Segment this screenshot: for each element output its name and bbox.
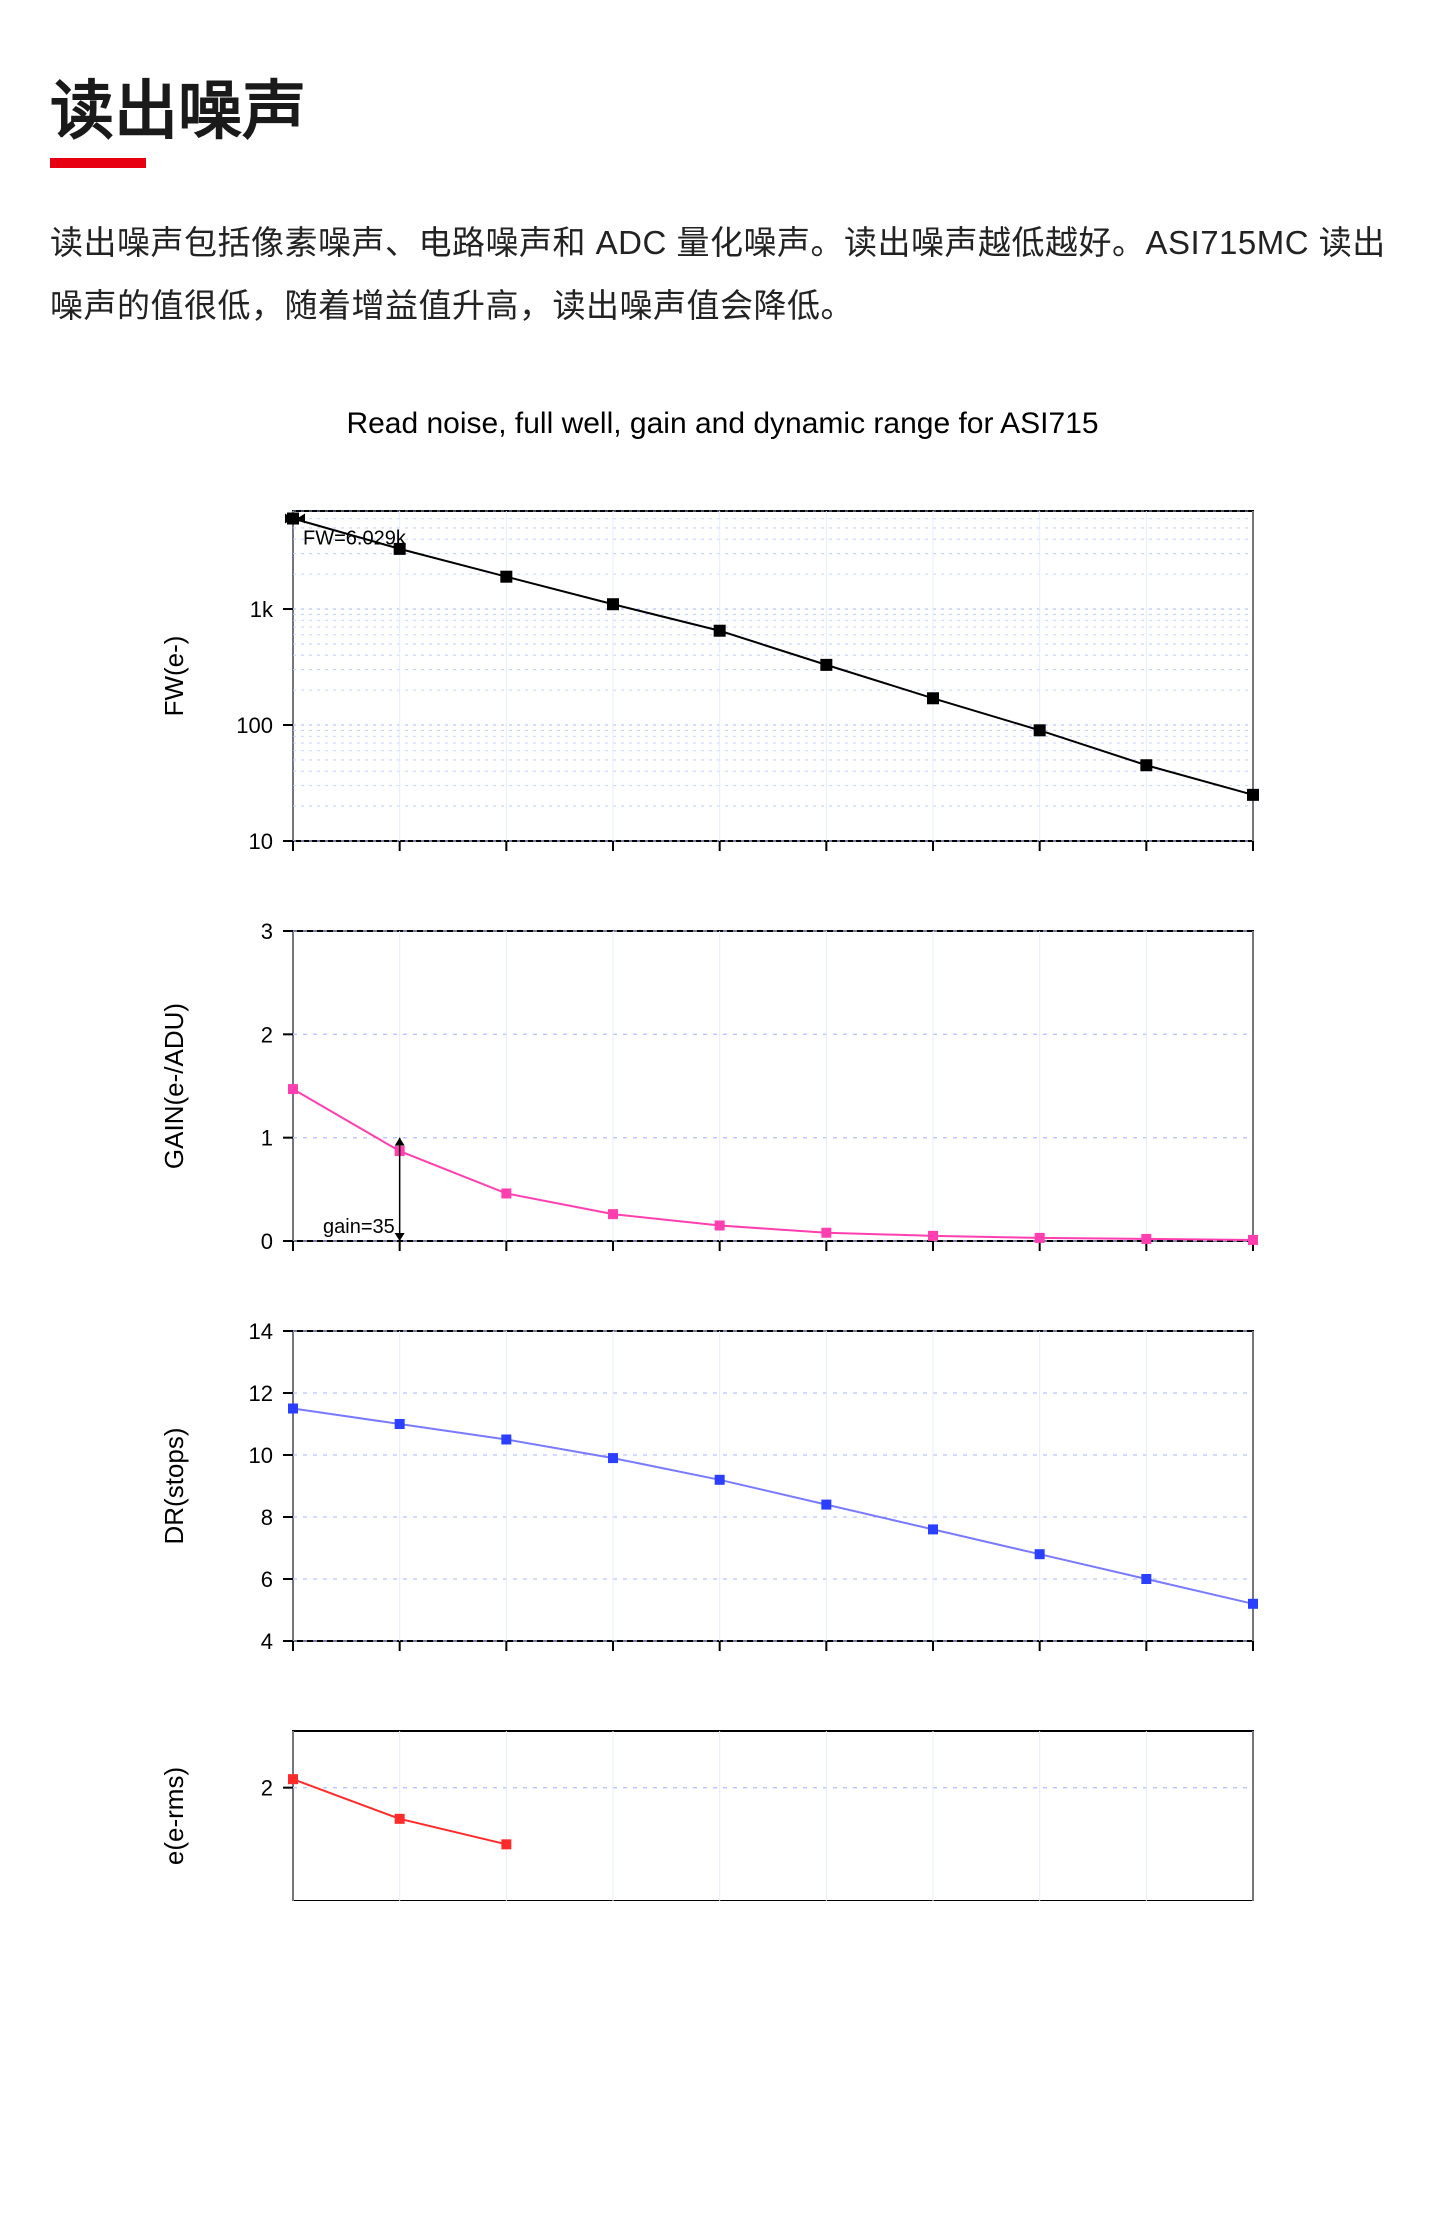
svg-text:1k: 1k [249, 597, 273, 622]
svg-text:DR(stops): DR(stops) [159, 1428, 189, 1545]
svg-text:2: 2 [260, 1776, 272, 1801]
svg-text:3: 3 [260, 919, 272, 944]
svg-text:1: 1 [260, 1126, 272, 1151]
svg-text:10: 10 [248, 829, 272, 854]
svg-text:10: 10 [248, 1443, 272, 1468]
svg-text:GAIN(e-/ADU): GAIN(e-/ADU) [159, 1003, 189, 1169]
chart-block: Read noise, full well, gain and dynamic … [93, 407, 1353, 1901]
svg-text:FW=6.029k: FW=6.029k [303, 528, 407, 550]
svg-text:FW(e-): FW(e-) [159, 636, 189, 717]
svg-text:gain=35: gain=35 [323, 1216, 395, 1238]
heading-underline [50, 158, 146, 168]
chart-title: Read noise, full well, gain and dynamic … [93, 407, 1353, 441]
chart-svg: 101001kFW(e-)FW=6.029k0123GAIN(e-/ADU)ga… [93, 471, 1353, 1901]
svg-text:14: 14 [248, 1319, 272, 1344]
page-heading: 读出噪声 [50, 60, 1395, 152]
description-text: 读出噪声包括像素噪声、电路噪声和 ADC 量化噪声。读出噪声越低越好。ASI71… [50, 212, 1395, 337]
svg-text:2: 2 [260, 1023, 272, 1048]
svg-text:4: 4 [260, 1629, 272, 1654]
svg-text:100: 100 [236, 713, 273, 738]
svg-text:0: 0 [260, 1229, 272, 1254]
svg-text:6: 6 [260, 1567, 272, 1592]
svg-text:12: 12 [248, 1381, 272, 1406]
svg-text:e(e-rms): e(e-rms) [159, 1767, 189, 1865]
svg-text:8: 8 [260, 1505, 272, 1530]
